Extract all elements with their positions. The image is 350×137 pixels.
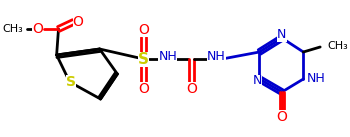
Text: CH₃: CH₃ — [328, 41, 348, 51]
Text: O: O — [73, 15, 84, 29]
Text: NH: NH — [207, 51, 226, 64]
Text: N: N — [253, 75, 262, 88]
Text: NH: NH — [159, 51, 177, 64]
Text: S: S — [66, 75, 76, 89]
Text: S: S — [138, 52, 149, 66]
Text: N: N — [277, 28, 287, 42]
Text: O: O — [186, 82, 197, 96]
Text: O: O — [276, 110, 287, 124]
Text: NH: NH — [307, 72, 326, 85]
Text: O: O — [138, 23, 149, 37]
Text: O: O — [138, 82, 149, 96]
Text: CH₃: CH₃ — [2, 24, 23, 34]
Text: O: O — [33, 22, 43, 36]
